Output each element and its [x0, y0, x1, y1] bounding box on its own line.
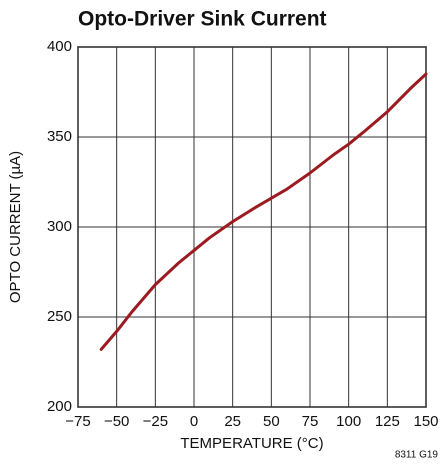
data-line [99, 72, 428, 351]
figure-code: 8311 G19 [395, 450, 439, 461]
x-tick-label: −25 [143, 413, 168, 430]
x-tick-label: 50 [263, 413, 280, 430]
y-axis-label: OPTO CURRENT (µA) [7, 151, 24, 303]
x-axis-label: TEMPERATURE (°C) [180, 435, 323, 452]
y-tick-label: 400 [47, 38, 72, 55]
x-tick-label: −50 [104, 413, 129, 430]
x-tick-label: 125 [375, 413, 400, 430]
x-tick-label: −75 [65, 413, 90, 430]
x-tick-label: 100 [336, 413, 361, 430]
x-tick-label: 75 [302, 413, 319, 430]
x-tick-label: 25 [224, 413, 241, 430]
chart-title: Opto-Driver Sink Current [78, 8, 327, 31]
y-tick-label: 200 [47, 398, 72, 415]
y-tick-label: 350 [47, 128, 72, 145]
x-tick-label: 0 [190, 413, 198, 430]
y-tick-label: 250 [47, 308, 72, 325]
x-tick-label: 150 [413, 413, 438, 430]
y-tick-label: 300 [47, 218, 72, 235]
